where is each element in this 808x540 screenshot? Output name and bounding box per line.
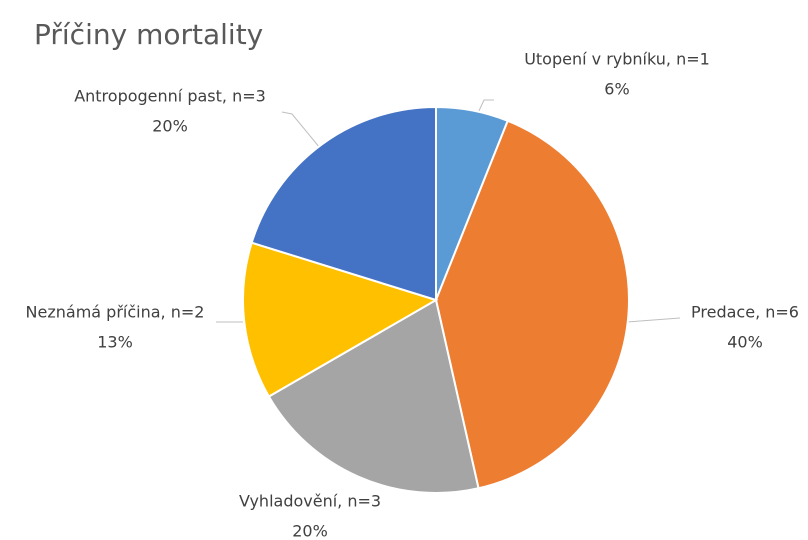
pie-slice <box>267 298 480 494</box>
slice-value-label: 13% <box>97 333 133 352</box>
slice-value-label: 20% <box>292 522 328 540</box>
slice-value-label: 6% <box>604 80 629 99</box>
slice-label: Vyhladovění, n=3 <box>239 492 381 511</box>
slice-label: Neznámá příčina, n=2 <box>26 303 205 322</box>
slice-value-label: 20% <box>152 117 188 136</box>
chart-title: Příčiny mortality <box>34 18 263 51</box>
leader-lines <box>216 99 681 323</box>
slice-label: Utopení v rybníku, n=1 <box>524 50 710 69</box>
leader-line <box>626 317 681 323</box>
pie-slice <box>242 241 439 398</box>
leader-line <box>477 99 494 114</box>
slice-label: Antropogenní past, n=3 <box>74 87 266 106</box>
slice-value-label: 40% <box>727 333 763 352</box>
slice-label: Predace, n=6 <box>691 303 799 322</box>
pie-slice <box>434 119 630 490</box>
pie-slice <box>250 105 437 302</box>
leader-line <box>281 111 321 149</box>
